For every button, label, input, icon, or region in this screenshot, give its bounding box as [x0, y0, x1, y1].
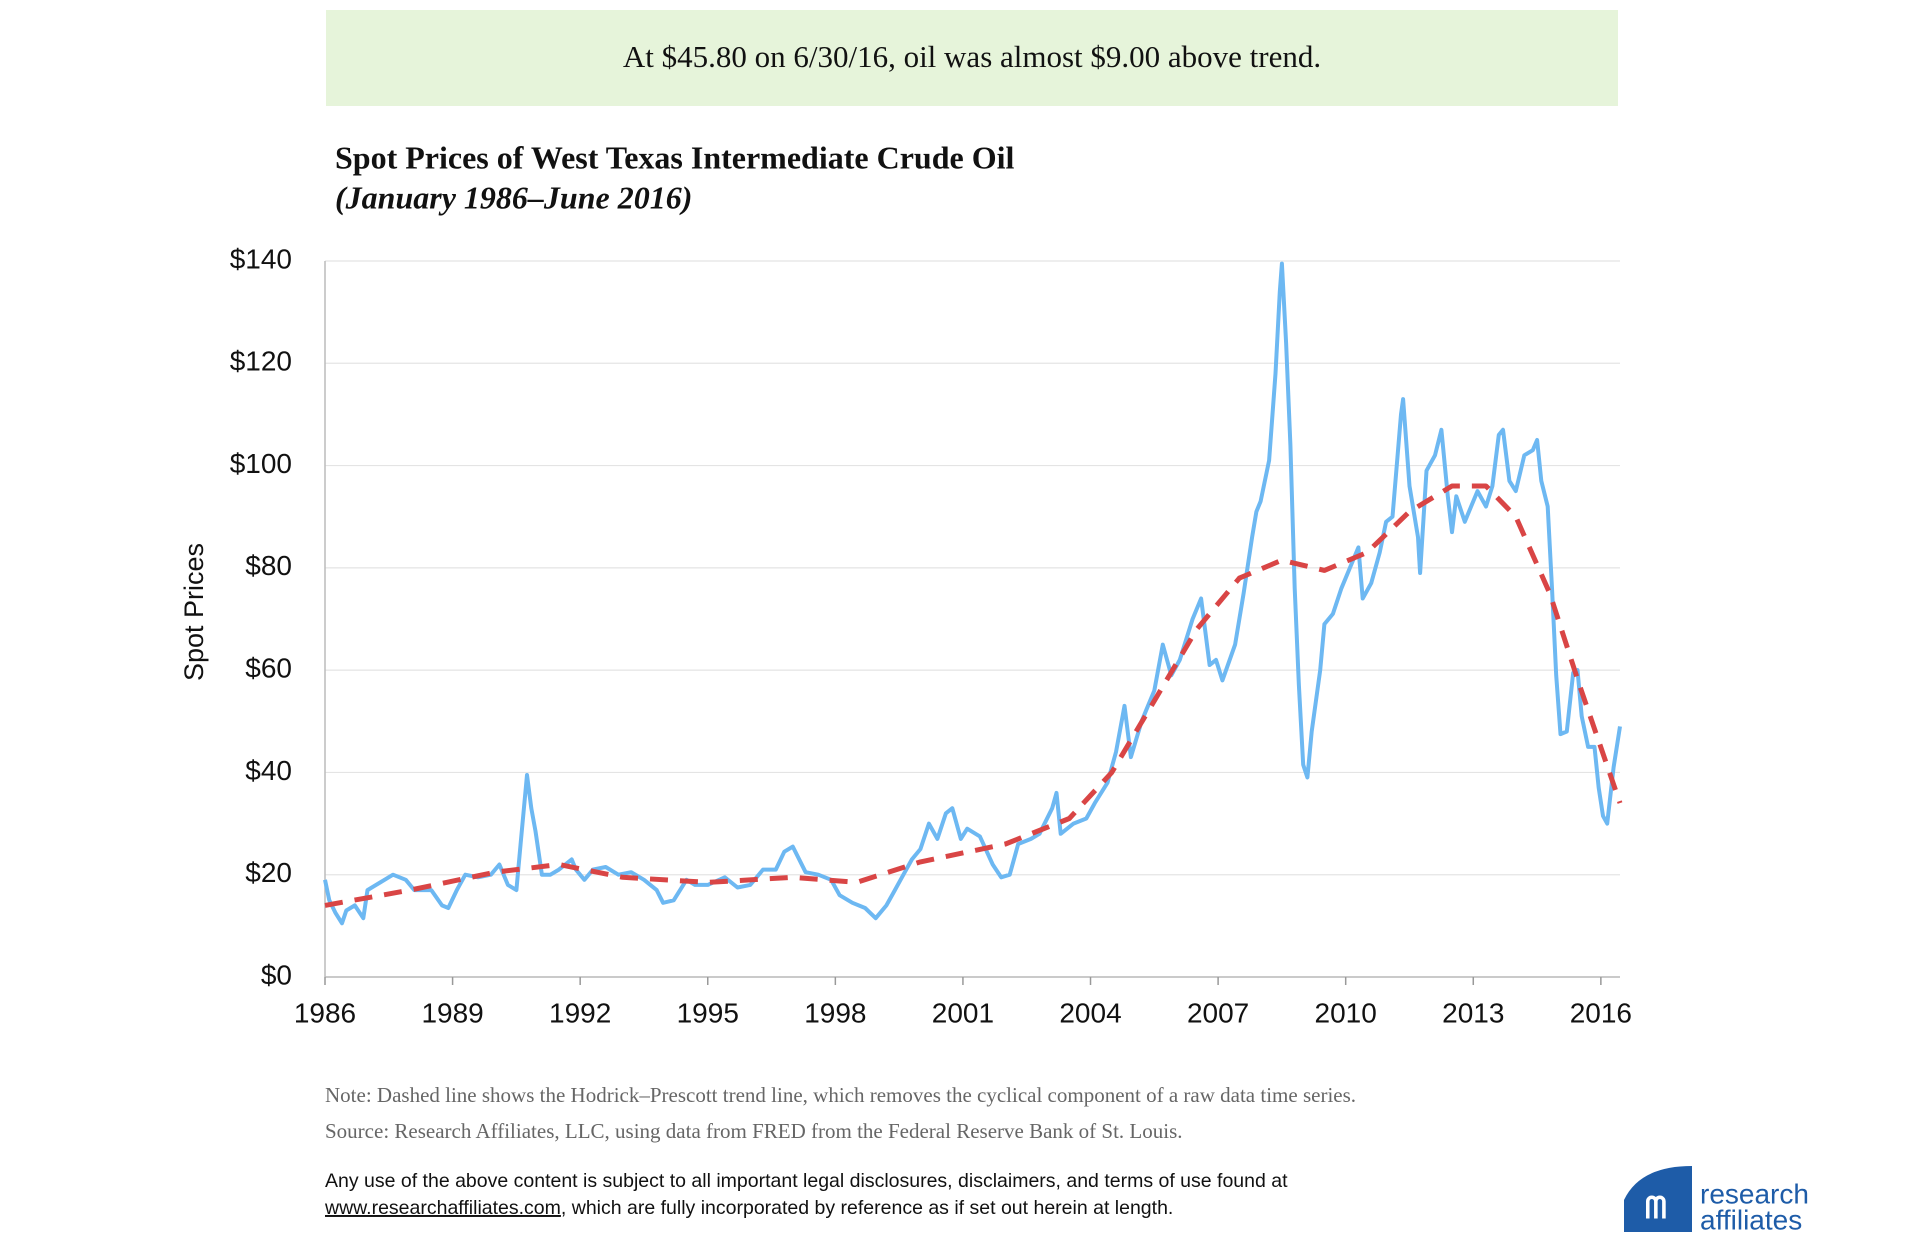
y-tick-label: $0 — [261, 959, 292, 990]
trend-line — [324, 483, 1623, 908]
logo-glyph: ᗰ — [1645, 1192, 1667, 1225]
chart-title: Spot Prices of West Texas Intermediate C… — [335, 139, 1014, 175]
x-tick-label: 2007 — [1187, 997, 1249, 1028]
note: Note: Dashed line shows the Hodrick–Pres… — [325, 1083, 1356, 1107]
x-tick-label: 1989 — [421, 997, 483, 1028]
logo-text: research — [1700, 1178, 1809, 1209]
x-tick-label: 2010 — [1315, 997, 1377, 1028]
y-tick-label: $40 — [245, 755, 292, 786]
y-tick-label: $140 — [230, 243, 292, 274]
plot-area: $0 $20 $40 $60 $80 $100 $120 $140 1986 1989 1992 19… — [230, 243, 1632, 1028]
x-tick-label: 1992 — [549, 997, 611, 1028]
y-tick-label: $80 — [245, 550, 292, 581]
source: Source: Research Affiliates, LLC, using … — [325, 1119, 1183, 1143]
x-tick-label: 1986 — [294, 997, 356, 1028]
y-tick-label: $120 — [230, 346, 292, 377]
price-line — [323, 261, 1622, 926]
x-tick-label: 2001 — [932, 997, 994, 1028]
x-tick-label: 1998 — [804, 997, 866, 1028]
y-tick-label: $20 — [245, 857, 292, 888]
x-tick-label: 2004 — [1059, 997, 1121, 1028]
y-tick-label: $60 — [245, 653, 292, 684]
disclaimer: www.researchaffiliates.com, which are fu… — [324, 1197, 1173, 1219]
chart-subtitle: (January 1986–June 2016) — [335, 179, 692, 215]
disclaimer: Any use of the above content is subject … — [325, 1170, 1288, 1192]
logo: ᗰ research affiliates — [1624, 1166, 1809, 1233]
disclaimer-rest: , which are fully incorporated by refere… — [561, 1197, 1173, 1219]
banner-box — [326, 10, 1618, 106]
banner-text: At $45.80 on 6/30/16, oil was almost $9.… — [623, 39, 1321, 74]
logo-text: affiliates — [1700, 1204, 1802, 1233]
x-tick-label: 1995 — [677, 997, 739, 1028]
y-tick-label: $100 — [230, 448, 292, 479]
y-axis-label: Spot Prices — [179, 543, 209, 681]
logo-mark — [1624, 1166, 1692, 1232]
x-tick-label: 2013 — [1442, 997, 1504, 1028]
link[interactable]: www.researchaffiliates.com — [324, 1197, 561, 1219]
x-tick-label: 2016 — [1570, 997, 1632, 1028]
